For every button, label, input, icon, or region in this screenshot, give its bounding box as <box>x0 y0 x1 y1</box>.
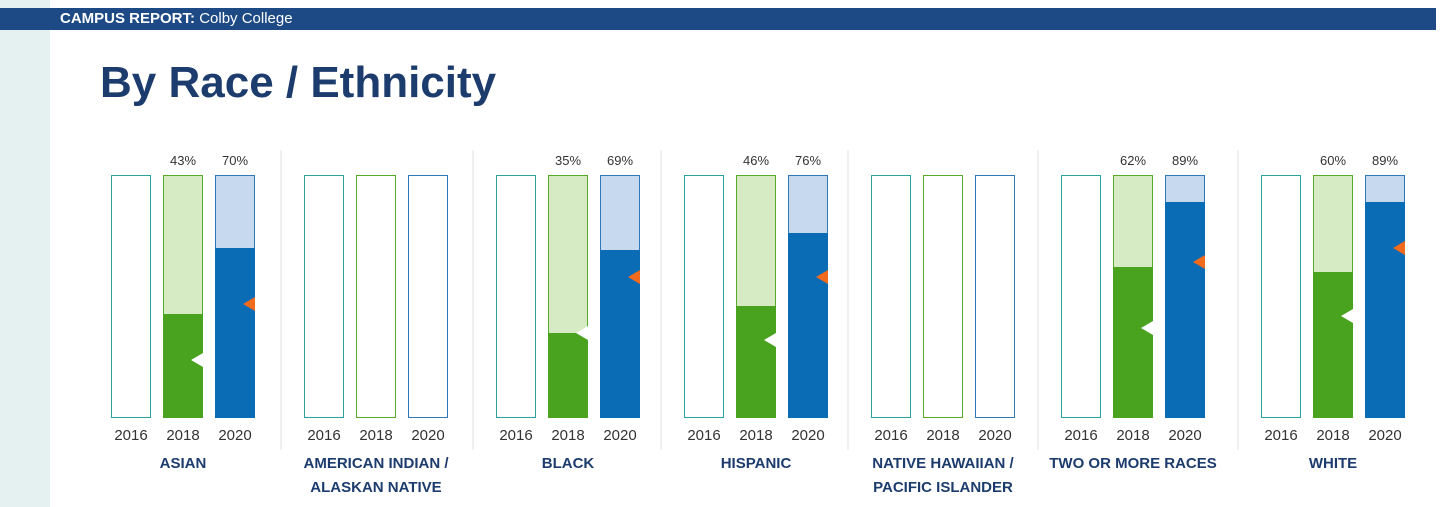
group-label: BLACK <box>541 455 595 472</box>
bar <box>1165 201 1205 418</box>
year-label: 2016 <box>874 427 908 444</box>
year-label: 2018 <box>1316 427 1350 444</box>
year-label: 2020 <box>218 427 252 444</box>
year-label: 2016 <box>499 427 533 444</box>
header-school: Colby College <box>199 10 293 27</box>
year-label: 2020 <box>1168 427 1202 444</box>
value-label: 43% <box>169 153 197 168</box>
value-label: 89% <box>1371 153 1399 168</box>
value-label: 46% <box>742 153 770 168</box>
group-separator <box>660 150 662 450</box>
year-label: 2020 <box>978 427 1012 444</box>
bar <box>1313 272 1353 418</box>
benchmark-marker <box>1141 321 1153 336</box>
year-label: 2016 <box>687 427 721 444</box>
benchmark-marker <box>628 270 640 285</box>
group-label: HISPANIC <box>720 455 792 472</box>
group-separator <box>1237 150 1239 450</box>
group-label: ASIAN <box>159 455 207 472</box>
year-label: 2018 <box>1116 427 1150 444</box>
bar-frame <box>684 175 724 418</box>
bar-frame <box>356 175 396 418</box>
year-label: 2016 <box>1064 427 1098 444</box>
value-label: 69% <box>606 153 634 168</box>
value-label: 62% <box>1119 153 1147 168</box>
value-label: 89% <box>1171 153 1199 168</box>
year-label: 2020 <box>411 427 445 444</box>
bar-frame <box>1261 175 1301 418</box>
benchmark-marker <box>816 270 828 285</box>
bar-frame <box>496 175 536 418</box>
year-label: 2016 <box>307 427 341 444</box>
benchmark-marker <box>1193 255 1205 270</box>
group-label: TWO OR MORE RACES <box>1049 455 1217 472</box>
bar-frame <box>975 175 1015 418</box>
benchmark-marker <box>243 296 255 311</box>
benchmark-marker <box>191 352 203 367</box>
bar <box>1113 267 1153 418</box>
group-label: WHITE <box>1308 455 1358 472</box>
bar-frame <box>304 175 344 418</box>
year-label: 2018 <box>551 427 585 444</box>
benchmark-marker <box>1341 308 1353 323</box>
year-label: 2016 <box>1264 427 1298 444</box>
year-label: 2020 <box>603 427 637 444</box>
value-label: 70% <box>221 153 249 168</box>
value-label: 76% <box>794 153 822 168</box>
bar-frame <box>923 175 963 418</box>
header-bar: CAMPUS REPORT: Colby College <box>0 8 1436 30</box>
group-separator <box>280 150 282 450</box>
group-separator <box>847 150 849 450</box>
bar <box>1365 201 1405 418</box>
group-label: NATIVE HAWAIIAN / PACIFIC ISLANDER <box>872 455 1014 496</box>
bar <box>736 306 776 418</box>
group-separator <box>472 150 474 450</box>
value-label: 35% <box>554 153 582 168</box>
bar-frame <box>408 175 448 418</box>
year-label: 2016 <box>114 427 148 444</box>
bar-frame <box>871 175 911 418</box>
value-label: 60% <box>1319 153 1347 168</box>
year-label: 2020 <box>791 427 825 444</box>
header-label: CAMPUS REPORT: <box>60 10 196 27</box>
benchmark-marker <box>576 325 588 340</box>
bar <box>788 233 828 418</box>
bar <box>215 247 255 418</box>
side-strip <box>0 0 50 507</box>
benchmark-marker <box>764 333 776 348</box>
year-label: 2018 <box>926 427 960 444</box>
bar-frame <box>111 175 151 418</box>
year-label: 2018 <box>739 427 773 444</box>
benchmark-marker <box>1393 240 1405 255</box>
bar <box>548 332 588 418</box>
group-separator <box>1037 150 1039 450</box>
year-label: 2018 <box>359 427 393 444</box>
year-label: 2020 <box>1368 427 1402 444</box>
year-label: 2018 <box>166 427 200 444</box>
bar-frame <box>1061 175 1101 418</box>
chart-title: By Race / Ethnicity <box>100 58 497 107</box>
group-label: AMERICAN INDIAN / ALASKAN NATIVE <box>303 455 449 496</box>
